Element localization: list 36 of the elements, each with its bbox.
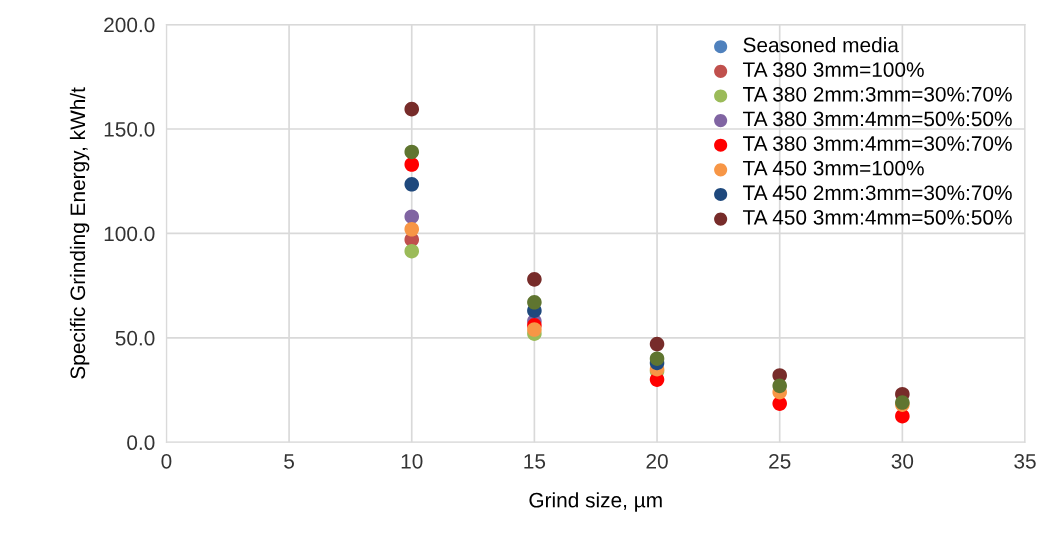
- x-tick-label: 5: [284, 454, 294, 469]
- x-tick-label: 20: [646, 453, 668, 469]
- x-tick-label: 0: [161, 453, 172, 469]
- point: [404, 144, 420, 160]
- legend-label: TA 450 3mm:4mm=50%:50%: [743, 210, 1012, 225]
- point: [649, 336, 665, 352]
- x-tick-label: 10: [401, 453, 423, 469]
- x-tick-label: 30: [891, 453, 914, 469]
- point: [404, 157, 420, 172]
- point: [527, 295, 542, 310]
- x-tick-label: 35: [1014, 453, 1036, 469]
- legend-label: TA 380 3mm:4mm=50%:50%: [743, 111, 1012, 127]
- point: [404, 243, 420, 259]
- point: [404, 209, 420, 224]
- y-tick-label: 150.0: [104, 121, 155, 137]
- legend-label: TA 380 3mm=100%: [743, 62, 924, 77]
- y-tick-label: 200.0: [104, 17, 155, 33]
- x-axis-title: Grind size, µm: [529, 492, 662, 512]
- point: [404, 101, 420, 117]
- legend-label: TA 450 2mm:3mm=30%:70%: [743, 185, 1012, 201]
- y-tick-label: 0.0: [127, 435, 155, 451]
- legend-label: TA 380 3mm:4mm=30%:70%: [743, 136, 1012, 151]
- point: [772, 378, 787, 394]
- point: [527, 272, 542, 287]
- legend-label: TA 450 3mm=100%: [743, 160, 924, 176]
- point: [649, 351, 665, 367]
- legend-label: TA 380 2mm:3mm=30%:70%: [743, 86, 1012, 102]
- x-tick-label: 25: [769, 453, 791, 469]
- x-tick-label: 15: [524, 454, 546, 469]
- point: [404, 221, 420, 237]
- y-tick-label: 50.0: [115, 330, 155, 346]
- point: [527, 322, 542, 337]
- y-axis-title: Specific Grinding Energy, kWh/t: [69, 87, 90, 379]
- legend-label: Seasoned media: [743, 37, 899, 53]
- y-tick-label: 100.0: [104, 226, 155, 242]
- point: [404, 177, 420, 192]
